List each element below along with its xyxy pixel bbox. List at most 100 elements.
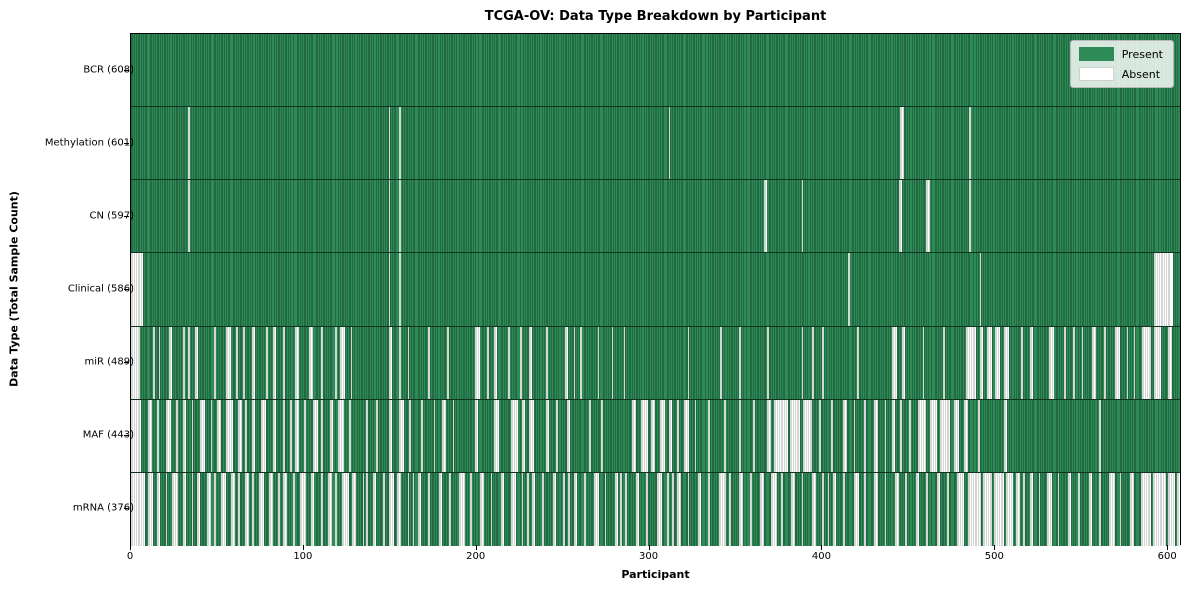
x-tick-label: 0 — [126, 551, 134, 562]
absent-stripe — [388, 326, 393, 399]
absent-stripe — [350, 326, 353, 399]
absent-stripe — [388, 253, 391, 326]
absent-stripe — [1119, 472, 1122, 546]
absent-stripe — [542, 472, 545, 546]
y-tick-label: mRNA (376) — [72, 502, 134, 514]
absent-stripe — [563, 472, 565, 546]
absent-stripe — [656, 472, 662, 546]
absent-stripe — [258, 472, 265, 546]
absent-stripe — [191, 472, 194, 546]
legend-entry-present: Present — [1078, 47, 1163, 61]
absent-stripe — [1154, 253, 1174, 326]
absent-stripe — [993, 472, 1004, 546]
heatmap-row-clinical — [131, 253, 1180, 327]
absent-stripe — [901, 326, 906, 399]
absent-stripe — [1133, 326, 1136, 399]
absent-stripe — [1003, 399, 1008, 472]
absent-stripe — [277, 472, 280, 546]
absent-stripe — [231, 472, 235, 546]
absent-stripe — [521, 472, 524, 546]
absent-stripe — [1081, 326, 1084, 399]
heatmap-row-cn — [131, 180, 1180, 254]
absent-stripe — [900, 399, 902, 472]
chart-title: TCGA-OV: Data Type Breakdown by Particip… — [484, 9, 827, 24]
absent-stripe — [334, 472, 337, 546]
absent-stripe — [428, 472, 431, 546]
absent-stripe — [1078, 472, 1080, 546]
absent-stripe — [964, 399, 968, 472]
absent-stripe — [979, 326, 984, 399]
absent-stripe — [659, 399, 666, 472]
absent-stripe — [1047, 472, 1053, 546]
absent-stripe — [500, 472, 505, 546]
y-tick-mark — [124, 215, 129, 217]
x-tick-label: 500 — [984, 551, 1004, 562]
absent-stripe — [210, 399, 213, 472]
absent-stripe — [428, 326, 431, 399]
absent-stripe — [1029, 326, 1034, 399]
absent-stripe — [1114, 326, 1120, 399]
absent-stripe — [573, 472, 577, 546]
y-tick-mark — [124, 142, 129, 144]
absent-stripe — [528, 399, 534, 472]
absent-stripe — [1005, 472, 1013, 546]
absent-stripe — [556, 399, 558, 472]
absent-stripe — [407, 472, 410, 546]
absent-stripe — [487, 326, 489, 399]
absent-stripe — [295, 326, 299, 399]
absent-stripe — [188, 180, 190, 253]
absent-stripe — [447, 326, 450, 399]
absent-stripe — [309, 326, 313, 399]
absent-stripe — [188, 326, 190, 399]
absent-stripe — [283, 399, 285, 472]
legend-label: Absent — [1121, 67, 1161, 81]
absent-stripe — [672, 472, 674, 546]
absent-stripe — [1142, 326, 1151, 399]
x-tick-mark — [994, 545, 996, 550]
absent-stripe — [684, 399, 690, 472]
absent-stripe — [494, 399, 500, 472]
absent-stripe — [156, 399, 159, 472]
absent-stripe — [272, 326, 277, 399]
absent-stripe — [843, 399, 847, 472]
absent-stripe — [511, 472, 517, 546]
y-tick-label: BCR (608) — [83, 64, 134, 76]
absent-stripe — [191, 399, 194, 472]
absent-stripe — [848, 253, 851, 326]
absent-stripe — [1130, 472, 1134, 546]
absent-stripe — [615, 472, 619, 546]
absent-stripe — [589, 399, 591, 472]
absent-stripe — [668, 399, 673, 472]
absent-stripe — [827, 472, 830, 546]
absent-stripe — [566, 399, 571, 472]
absent-stripe — [1140, 472, 1151, 546]
absent-stripe — [507, 326, 510, 399]
absent-stripe — [452, 399, 455, 472]
absent-stripe — [995, 326, 1001, 399]
absent-stripe — [874, 399, 878, 472]
y-tick-label: miR (489) — [84, 356, 134, 368]
absent-stripe — [1022, 472, 1025, 546]
absent-stripe — [1104, 326, 1106, 399]
absent-stripe — [936, 472, 940, 546]
absent-stripe — [442, 399, 446, 472]
absent-stripe — [965, 326, 977, 399]
absent-stripe — [407, 326, 410, 399]
absent-stripe — [708, 399, 711, 472]
absent-stripe — [131, 326, 140, 399]
y-axis-label: Data Type (Total Sample Count) — [7, 191, 21, 387]
absent-stripe — [532, 472, 536, 546]
y-tick-mark — [124, 289, 129, 290]
absent-stripe — [252, 326, 256, 399]
absent-stripe — [459, 472, 465, 546]
absent-stripe — [708, 472, 711, 546]
absent-stripe — [545, 399, 550, 472]
absent-stripe — [1176, 472, 1181, 546]
absent-stripe — [774, 399, 788, 472]
absent-stripe — [801, 180, 804, 253]
y-tick-label: MAF (443) — [82, 429, 134, 441]
absent-stripe — [412, 472, 415, 546]
absent-stripe — [366, 472, 368, 546]
x-tick-label: 600 — [1157, 551, 1177, 562]
y-tick-label: Clinical (586) — [67, 283, 134, 295]
